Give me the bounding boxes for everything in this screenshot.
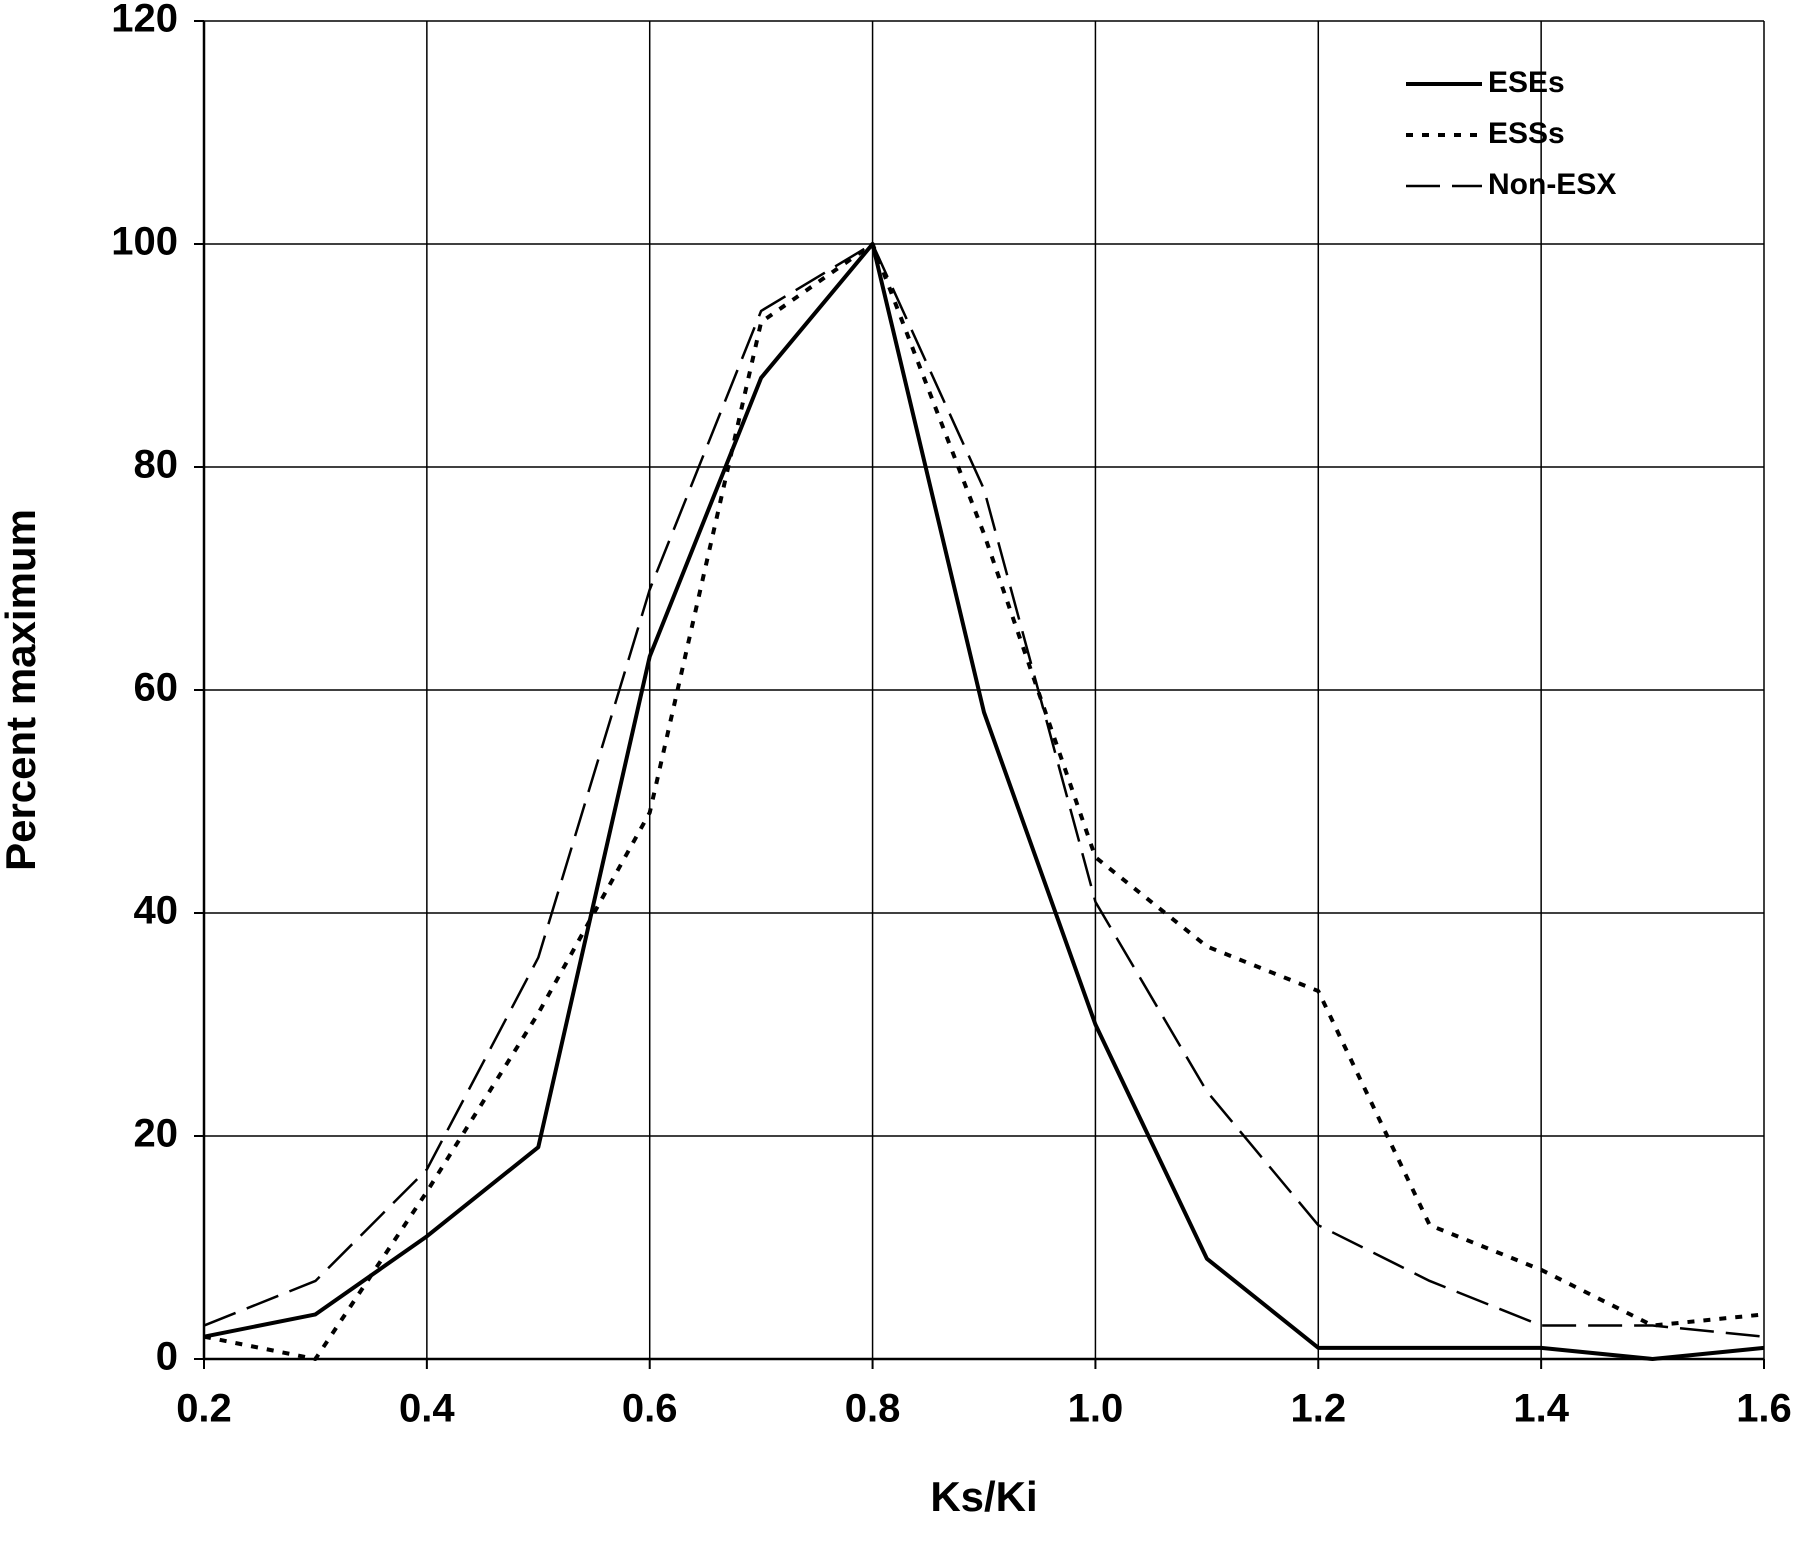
series-line [203,242,1765,1361]
series-line [203,242,1765,1338]
x-tick-label: 1.0 [1068,1387,1124,1431]
x-tick-label: 0.2 [176,1387,232,1431]
y-tick-label: 40 [134,889,179,933]
x-tick-label: 0.6 [622,1387,678,1431]
x-tick-label: 0.4 [399,1387,455,1431]
legend-label: ESEs [1488,66,1565,99]
y-tick-label: 80 [134,443,179,487]
y-tick-label: 0 [156,1335,178,1379]
x-tick-label: 1.2 [1290,1387,1346,1431]
legend-label: Non-ESX [1488,168,1616,201]
x-tick-label: 1.4 [1513,1387,1569,1431]
y-tick-label: 60 [134,666,179,710]
y-tick-label: 20 [134,1112,179,1156]
series-line [203,242,1765,1361]
x-axis-label: Ks/Ki [930,1473,1037,1520]
x-tick-label: 0.8 [845,1387,901,1431]
y-axis-label: Percent maximum [0,509,44,871]
x-tick-label: 1.6 [1736,1387,1792,1431]
legend-label: ESSs [1488,117,1565,150]
y-tick-label: 120 [111,0,178,41]
y-tick-label: 100 [111,220,178,264]
